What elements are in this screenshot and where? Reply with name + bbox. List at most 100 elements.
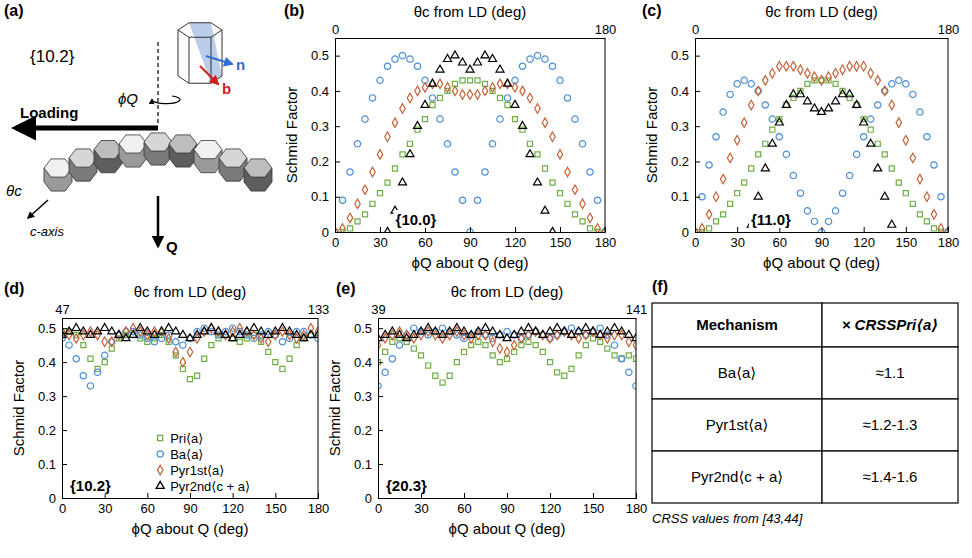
diagram-label: b [222,80,231,97]
tick-mark [822,227,823,232]
marker [385,180,390,185]
marker [73,356,79,362]
tick: 120 [222,493,244,516]
marker [467,90,472,99]
markers [695,61,948,232]
marker [362,212,367,217]
marker [860,118,868,125]
tick: 0 [365,491,383,506]
marker [418,330,423,339]
marker [542,56,548,62]
prism-face [44,159,72,177]
marker [392,56,398,62]
marker [931,162,937,168]
diagram-label: Q [166,238,178,255]
marker [355,219,360,224]
marker [497,116,503,122]
marker [524,324,532,331]
marker [397,327,402,336]
marker [422,83,427,92]
marker [426,363,431,368]
tick-label: 150 [583,501,605,516]
tick-label: 0.1 [671,189,689,204]
marker [931,226,936,231]
marker [467,78,472,83]
marker [209,323,214,332]
tick: 39 [371,302,385,318]
series [695,78,948,232]
marker [179,330,187,337]
tick-mark [464,493,465,498]
marker [458,58,466,65]
marker [846,90,854,97]
marker [565,167,570,176]
marker [390,330,395,339]
marker [137,327,142,336]
marker [721,212,726,217]
tick: 30 [730,227,744,250]
tick-label: 150 [550,235,572,250]
tick-mark [335,91,340,92]
marker [868,69,873,78]
marker [475,78,480,83]
marker [832,208,838,214]
marker [587,169,593,175]
marker [377,150,382,159]
series [747,90,896,227]
marker [440,334,445,343]
marker [474,197,480,203]
marker [612,353,617,358]
marker [488,55,496,62]
marker [489,327,497,334]
tick: 150 [550,227,572,250]
marker [589,327,597,334]
marker [490,83,495,92]
marker [903,136,908,145]
diagram-label: c-axis [30,224,64,239]
tick-label: 180 [938,235,960,250]
tick-label: 0.2 [354,423,372,438]
tick-label: 0.3 [38,389,56,404]
marker [505,79,510,88]
series [378,327,636,357]
marker [440,380,445,385]
tick-mark [695,232,700,233]
marker [347,213,352,222]
marker [392,166,397,171]
marker [565,201,570,206]
marker [861,61,866,70]
marker [741,118,746,127]
tick: 0.4 [354,355,383,370]
marker [875,102,881,108]
marker [166,334,171,343]
marker [706,210,711,219]
tick: 0.4 [311,84,340,99]
marker [775,118,783,125]
inset-plane [189,23,222,83]
x-axis-title: ϕQ about Q (deg) [449,520,566,537]
marker [611,342,617,348]
marker [742,180,747,185]
marker [347,226,352,231]
marker [882,86,887,95]
marker [889,100,894,109]
diagram-label: {10.2} [30,47,75,66]
x2-axis: 47133 [55,302,329,319]
marker [80,373,86,379]
marker [497,344,502,353]
marker [511,100,519,107]
marker [896,118,901,127]
x-axis: 0306090120150180 [692,227,959,250]
marker [550,132,555,141]
marker [762,102,768,108]
header-text: × CRSSPri⟨a⟩ [842,316,939,333]
marker [714,219,719,224]
marker [811,218,817,224]
y-axis: 00.10.20.30.40.5 [671,39,700,240]
marker [557,191,562,196]
marker [619,356,624,361]
panel-letter: (f) [652,278,668,295]
marker [251,330,256,339]
marker [504,347,509,356]
marker [924,134,930,140]
